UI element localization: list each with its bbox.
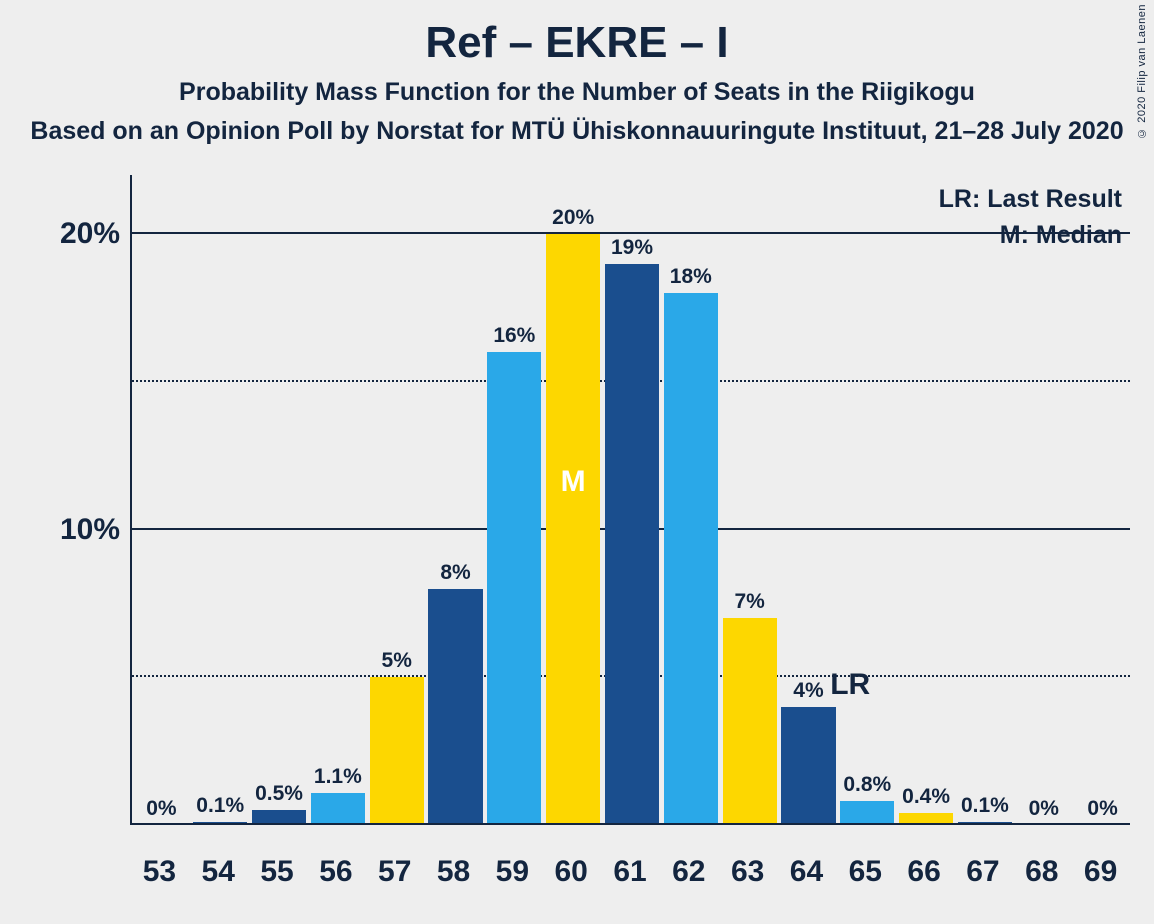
x-tick-label: 55 (260, 855, 293, 889)
bar-value-label: 0% (1076, 797, 1130, 821)
bars-layer: 0%0.1%0.5%1.1%5%8%16%20%M19%18%7%4%0.8%L… (132, 175, 1130, 825)
bar-value-label: 0.8% (840, 773, 894, 797)
bar-value-label: 4% (781, 679, 835, 703)
copyright-text: © 2020 Filip van Laenen (1136, 4, 1148, 139)
x-tick-label: 58 (437, 855, 470, 889)
bar: 20%M (546, 234, 600, 825)
bar-value-label: 0.4% (899, 785, 953, 809)
bar: 1.1% (311, 793, 365, 826)
bar-value-label: 0% (1017, 797, 1071, 821)
x-tick-label: 60 (554, 855, 587, 889)
bar: 0.8% (840, 801, 894, 825)
bar-value-label: 19% (605, 236, 659, 260)
median-marker: M (546, 465, 600, 499)
x-tick-label: 67 (966, 855, 999, 889)
bar: 8% (428, 589, 482, 825)
bar-value-label: 16% (487, 324, 541, 348)
x-tick-label: 62 (672, 855, 705, 889)
last-result-marker: LR (830, 668, 870, 702)
bar-value-label: 20% (546, 206, 600, 230)
chart-subtitle: Probability Mass Function for the Number… (0, 78, 1154, 107)
bar-value-label: 18% (664, 265, 718, 289)
bar: 19% (605, 264, 659, 825)
x-tick-label: 61 (613, 855, 646, 889)
bar-value-label: 0% (134, 797, 188, 821)
x-tick-label: 54 (202, 855, 235, 889)
chart-source: Based on an Opinion Poll by Norstat for … (0, 117, 1154, 146)
y-tick-label: 20% (0, 217, 120, 251)
bar-value-label: 8% (428, 561, 482, 585)
bar-value-label: 0.1% (193, 794, 247, 818)
x-tick-label: 64 (790, 855, 823, 889)
x-axis-line (132, 823, 1130, 825)
bar: 7% (723, 618, 777, 825)
bar: 4% (781, 707, 835, 825)
x-tick-label: 65 (849, 855, 882, 889)
x-tick-label: 53 (143, 855, 176, 889)
bar: 5% (370, 677, 424, 825)
y-tick-label: 10% (0, 513, 120, 547)
chart-title: Ref – EKRE – I (0, 18, 1154, 68)
chart-area: LR: Last Result M: Median 0%0.1%0.5%1.1%… (0, 175, 1154, 924)
x-tick-label: 63 (731, 855, 764, 889)
bar-value-label: 5% (370, 649, 424, 673)
title-block: Ref – EKRE – I Probability Mass Function… (0, 0, 1154, 146)
bar-value-label: 0.1% (958, 794, 1012, 818)
plot-area: LR: Last Result M: Median 0%0.1%0.5%1.1%… (130, 175, 1130, 825)
bar-value-label: 1.1% (311, 765, 365, 789)
x-tick-label: 69 (1084, 855, 1117, 889)
x-tick-label: 66 (907, 855, 940, 889)
x-tick-label: 68 (1025, 855, 1058, 889)
x-tick-label: 56 (319, 855, 352, 889)
x-tick-label: 57 (378, 855, 411, 889)
bar-value-label: 0.5% (252, 782, 306, 806)
bar: 18% (664, 293, 718, 825)
bar: 16% (487, 352, 541, 825)
bar-value-label: 7% (723, 590, 777, 614)
x-tick-label: 59 (496, 855, 529, 889)
